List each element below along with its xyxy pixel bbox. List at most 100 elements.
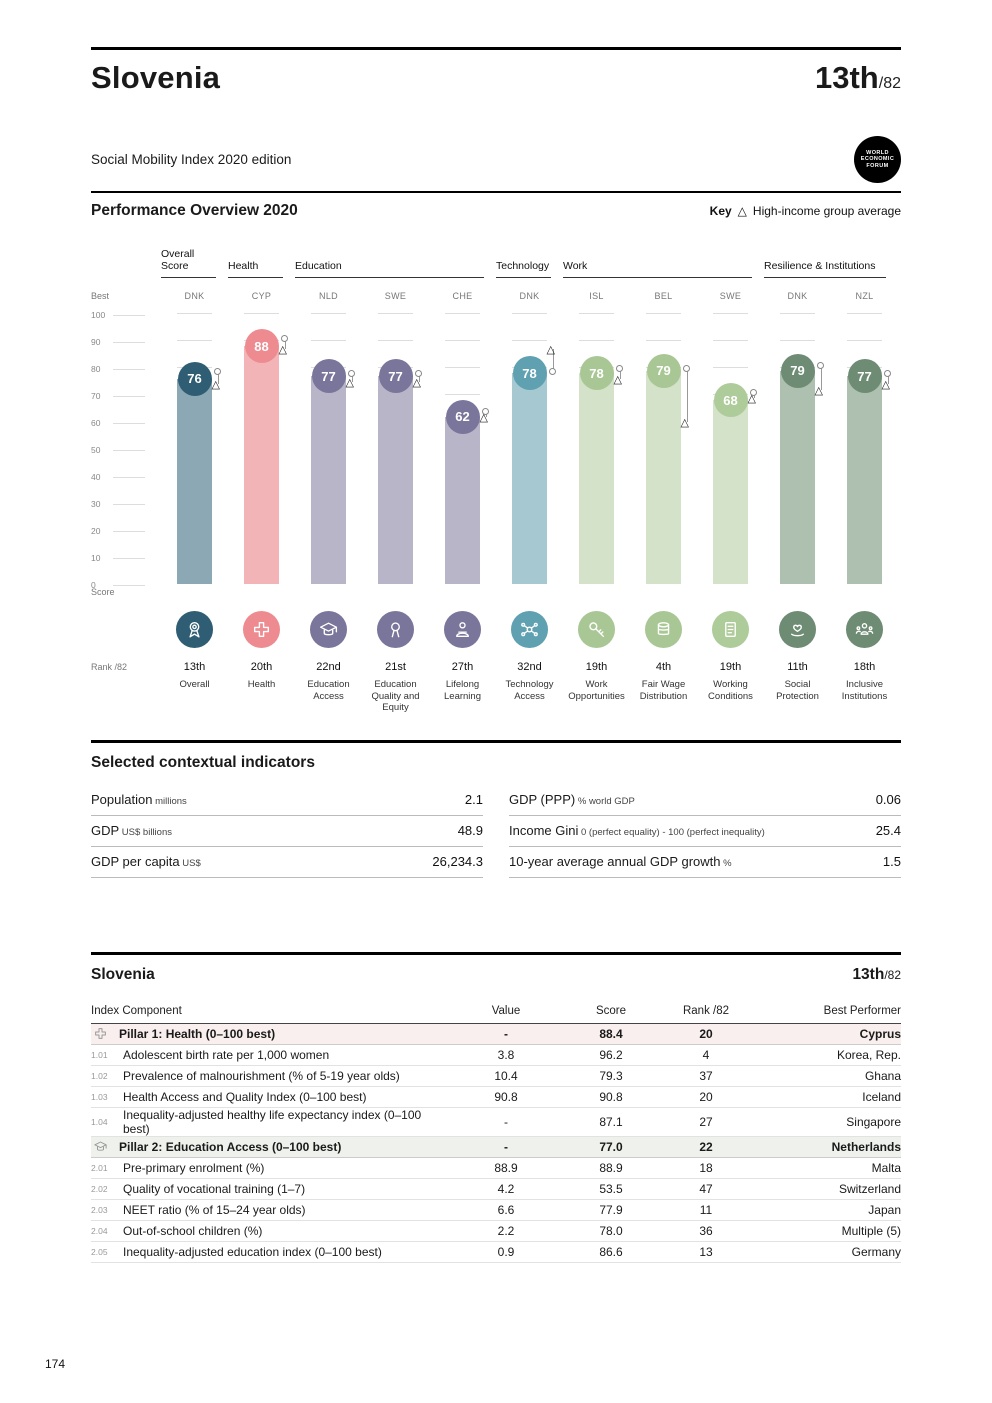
axis-tick-line bbox=[113, 368, 145, 370]
indicator-label: GDP US$ billions bbox=[91, 823, 172, 838]
indicator-row: 10-year average annual GDP growth % 1.5 bbox=[509, 847, 901, 878]
row-number: 2.05 bbox=[91, 1246, 108, 1257]
detail-rank-value: 13th bbox=[852, 965, 885, 983]
indicator-value: 25.4 bbox=[875, 823, 901, 838]
detail-country-title: Slovenia bbox=[91, 965, 155, 983]
education-access-icon bbox=[93, 1139, 108, 1154]
hi-avg-marker: △ bbox=[680, 417, 689, 429]
score-bubble: 88 bbox=[244, 329, 279, 364]
chart-ranks: Rank /82 13th 20th 22nd 21st 27th 32nd 19th 4th 1… bbox=[91, 661, 901, 673]
performance-chart: Overall Score Health Education Technology Wo… bbox=[91, 238, 901, 714]
column-label: Working Conditions bbox=[708, 679, 753, 702]
row-value: 90.8 bbox=[494, 1089, 518, 1104]
col-header-best-performer: Best Performer bbox=[823, 1004, 901, 1017]
chart-column: △ 77 bbox=[831, 313, 898, 584]
row-best-performer: Multiple (5) bbox=[841, 1223, 901, 1238]
indicator-value: 26,234.3 bbox=[432, 854, 483, 869]
row-value: - bbox=[504, 1139, 508, 1154]
report-content: Slovenia 13th/82 Social Mobility Index 2… bbox=[91, 47, 901, 1263]
chart-group-label: Health bbox=[228, 238, 283, 278]
page-title: Slovenia bbox=[91, 60, 221, 95]
indicators-right: GDP (PPP) % world GDP 0.06 Income Gini 0 (… bbox=[509, 785, 901, 878]
chart-group: Work bbox=[563, 238, 764, 278]
indicator-label: 10-year average annual GDP growth % bbox=[509, 854, 732, 869]
score-bubble: 77 bbox=[311, 359, 346, 394]
chart-group: Health bbox=[228, 238, 295, 278]
best-performer-marker bbox=[281, 335, 288, 343]
best-performer-marker bbox=[415, 370, 422, 378]
wef-logo: WORLD ECONOMIC FORUM bbox=[854, 136, 901, 183]
axis-tick-line bbox=[113, 530, 145, 532]
row-label: Inequality-adjusted healthy life expecta… bbox=[123, 1107, 422, 1136]
row-score: 79.3 bbox=[599, 1068, 623, 1083]
axis-tick-line bbox=[113, 476, 145, 478]
row-rank: 20 bbox=[699, 1089, 713, 1104]
score-bar bbox=[713, 400, 748, 584]
row-rank: 36 bbox=[699, 1223, 713, 1238]
best-performer-marker bbox=[750, 389, 757, 397]
country-rank: 13th/82 bbox=[815, 60, 901, 96]
chart-column: △ 78 bbox=[563, 313, 630, 584]
column-rank: 11th bbox=[787, 661, 808, 673]
row-label: Health Access and Quality Index (0–100 b… bbox=[123, 1089, 367, 1104]
column-label: Inclusive Institutions bbox=[841, 679, 888, 702]
best-performer-marker bbox=[549, 367, 556, 375]
chart-group-label: Education bbox=[295, 238, 484, 278]
column-rank: 13th bbox=[183, 661, 206, 673]
table-row: Pillar 1: Health (0–100 best) - 88.4 20 Cypr… bbox=[91, 1023, 901, 1045]
score-bubble: 79 bbox=[780, 353, 815, 388]
y-axis: 100 90 80 70 60 50 40 30 20 10 0 bbox=[91, 310, 161, 590]
column-label: Fair Wage Distribution bbox=[639, 679, 688, 702]
rank-value: 13th bbox=[815, 60, 879, 95]
axis-tick-line bbox=[113, 314, 145, 316]
row-best-performer: Switzerland bbox=[838, 1181, 901, 1196]
column-label: Education Quality and Equity bbox=[371, 679, 420, 713]
axis-tick-label: 40 bbox=[91, 472, 101, 482]
hi-avg-marker: △ bbox=[479, 411, 488, 424]
row-score: 77.9 bbox=[599, 1202, 623, 1217]
page-number: 174 bbox=[45, 1357, 66, 1371]
chart-group: Technology bbox=[496, 238, 563, 278]
key-label: Key bbox=[709, 204, 732, 218]
best-performer-marker bbox=[482, 408, 489, 416]
row-label: Pre-primary enrolment (%) bbox=[123, 1160, 265, 1175]
row-label: Inequality-adjusted education index (0–1… bbox=[123, 1244, 382, 1259]
technology-access-icon bbox=[511, 611, 548, 648]
axis-tick-label: 90 bbox=[91, 337, 101, 347]
row-best-performer: Singapore bbox=[846, 1114, 901, 1129]
hi-avg-marker: △ bbox=[881, 379, 890, 392]
overview-header: Performance Overview 2020 Key △ High-inc… bbox=[91, 202, 901, 220]
section-rule bbox=[91, 951, 901, 955]
chart-column: △ 77 bbox=[362, 313, 429, 584]
logo-line: WORLD bbox=[866, 150, 889, 157]
axis-tick-label: 20 bbox=[91, 526, 101, 536]
best-country-code: DNK bbox=[787, 291, 808, 301]
indicator-label: Population millions bbox=[91, 792, 187, 807]
col-header-score: Score bbox=[595, 1004, 627, 1017]
row-rank: 27 bbox=[699, 1114, 713, 1129]
row-best-performer: Korea, Rep. bbox=[836, 1047, 901, 1062]
score-bar bbox=[512, 373, 547, 584]
column-label: Health bbox=[247, 679, 276, 690]
best-country-code: CHE bbox=[452, 291, 473, 301]
inclusive-institutions-icon bbox=[846, 611, 883, 648]
chart-column: △ 68 bbox=[697, 313, 764, 584]
row-value: 6.6 bbox=[497, 1202, 515, 1217]
best-performer-marker bbox=[616, 365, 623, 372]
chart-group-label: Technology bbox=[496, 238, 551, 278]
row-value: - bbox=[504, 1114, 508, 1129]
best-country-code: DNK bbox=[519, 291, 540, 301]
axis-tick-line bbox=[113, 503, 145, 505]
row-score: 88.9 bbox=[599, 1160, 623, 1175]
social-protection-icon bbox=[779, 611, 816, 648]
best-country-code: SWE bbox=[384, 291, 407, 301]
best-country-code: NLD bbox=[319, 291, 338, 301]
row-score: 53.5 bbox=[599, 1181, 623, 1196]
axis-tick-line bbox=[113, 341, 145, 343]
indicators-left: Population millions 2.1 GDP US$ billions 48… bbox=[91, 785, 483, 878]
axis-tick-label: 100 bbox=[91, 310, 106, 320]
row-label: Quality of vocational training (1–7) bbox=[123, 1181, 306, 1196]
hi-avg-marker: △ bbox=[412, 376, 421, 389]
hi-avg-marker: △ bbox=[613, 373, 622, 386]
best-performer-marker bbox=[817, 362, 824, 370]
